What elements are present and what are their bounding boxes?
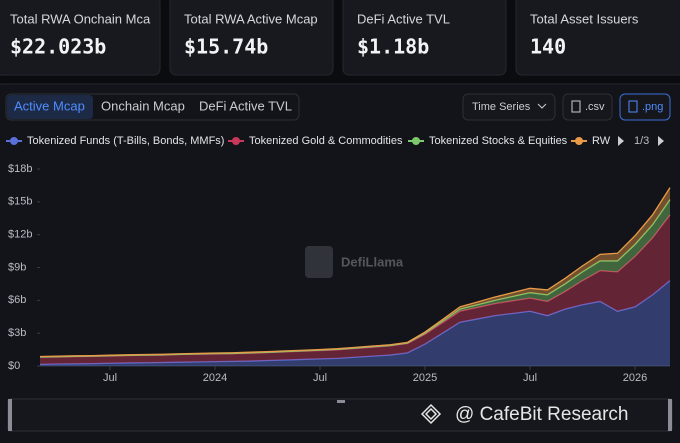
card-value: 140 (530, 35, 566, 59)
x-tick-label: 2024 (203, 372, 227, 384)
card-value: $22.023b (10, 35, 106, 59)
area-line (39, 187, 671, 358)
overlay-text: @ CafeBit Research (455, 404, 628, 425)
legend-prev[interactable] (618, 136, 624, 146)
legend-label: RW (592, 135, 611, 147)
legend-next[interactable] (658, 136, 664, 146)
overlay-logo (420, 403, 442, 425)
tab-group (5, 93, 300, 121)
x-tick-label: 2025 (413, 372, 437, 384)
y-tick-label: $3b (8, 327, 26, 339)
slider-handle[interactable] (8, 399, 12, 431)
area (40, 280, 670, 366)
chart-panel (0, 83, 680, 443)
legend-page: 1/3 (634, 135, 649, 147)
button-label[interactable]: Time Series (472, 101, 531, 113)
tab[interactable]: Onchain Mcap (101, 98, 185, 113)
x-tick-label: Jul (313, 372, 327, 384)
cards: Total RWA Onchain Mca $22.023b Total RWA… (0, 0, 680, 76)
slider-grip[interactable] (337, 400, 345, 403)
card (515, 0, 680, 76)
legend-swatch (10, 137, 18, 145)
legend-label: Tokenized Gold & Commodities (249, 135, 403, 147)
card (169, 0, 334, 76)
card-label: Total Asset Issuers (530, 11, 639, 26)
time-series-button[interactable] (462, 93, 556, 121)
y-tick-label: $9b (8, 261, 26, 273)
y-tick-label: $15b (8, 196, 32, 208)
x-tick-label: 2026 (623, 372, 647, 384)
x-tick-label: Jul (523, 372, 537, 384)
legend-swatch (232, 137, 240, 145)
legend-swatch (412, 137, 420, 145)
card (342, 0, 507, 76)
legend-label: Tokenized Funds (T-Bills, Bonds, MMFs) (27, 135, 224, 147)
tab[interactable]: Active Mcap (14, 98, 85, 113)
watermark-group: DefiLlama (305, 246, 404, 278)
tab[interactable]: DeFi Active TVL (199, 98, 292, 113)
watermark: DefiLlama (341, 254, 404, 269)
card-label: DeFi Active TVL (357, 11, 450, 26)
area-line (39, 280, 671, 366)
card-label: Total RWA Active Mcap (184, 11, 318, 26)
legend-label: Tokenized Stocks & Equities (429, 135, 568, 147)
tab-active-bg (7, 95, 93, 119)
y-tick-label: $0 (8, 360, 20, 372)
y-tick-label: $18b (8, 163, 32, 175)
x-tick-label: Jul (103, 372, 117, 384)
card-label: Total RWA Onchain Mca (10, 11, 151, 26)
y-tick-label: $12b (8, 229, 32, 241)
file-icon (628, 100, 638, 113)
y-tick-label: $6b (8, 294, 26, 306)
card-value: $1.18b (357, 35, 429, 59)
button-label[interactable]: .png (642, 101, 663, 113)
legend-swatch (575, 137, 583, 145)
chevron (537, 103, 547, 109)
card (0, 0, 161, 76)
button-label[interactable]: .csv (585, 101, 605, 113)
file-icon (571, 100, 581, 113)
slider-handle[interactable] (668, 399, 672, 431)
card-value: $15.74b (184, 35, 268, 59)
watermark-logo (305, 246, 333, 278)
